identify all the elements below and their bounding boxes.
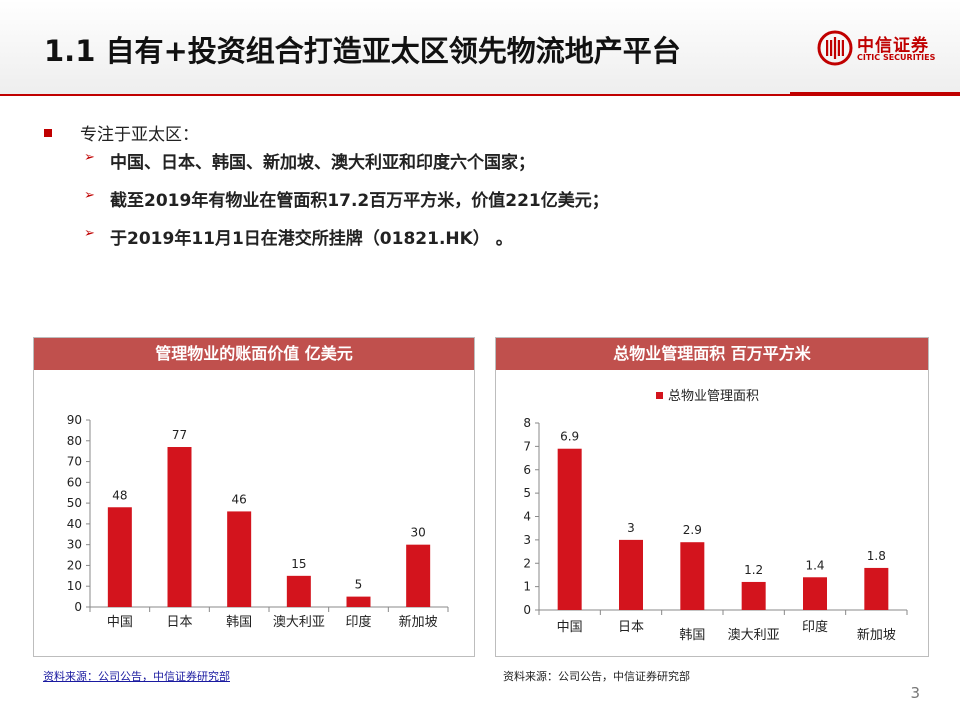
y-tick-label: 30 [67,538,82,552]
citic-logo: 中信证券 CITIC SECURITIES [817,28,942,68]
data-label: 2.9 [683,523,702,537]
arrow-bullet-icon: ➢ [84,188,95,203]
y-tick-label: 1 [523,580,531,594]
y-tick-label: 80 [67,434,82,448]
y-tick-label: 70 [67,455,82,469]
data-label: 1.4 [805,558,824,572]
y-tick-label: 4 [523,510,531,524]
data-label: 5 [355,578,363,592]
source-note: 资料来源：公司公告，中信证券研究部 [503,670,690,683]
header-bar: 1.1 自有+投资组合打造亚太区领先物流地产平台 中信证券 CITIC SECU… [0,0,960,96]
bullet-list: 专注于亚太区： ➢ 中国、日本、韩国、新加坡、澳大利亚和印度六个国家； ➢ 截至… [44,120,924,260]
bar [227,511,252,607]
x-tick-label: 中国 [107,615,133,630]
data-label: 15 [291,557,306,571]
book-value-chart-panel: 管理物业的账面价值 亿美元 0 10 20 30 40 50 60 70 80 90 48 中国 77 日… [33,337,475,657]
x-tick-label: 澳大利亚 [728,627,780,643]
y-tick-label: 8 [523,416,531,430]
x-tick-label: 日本 [166,615,192,630]
bar [557,448,582,610]
y-tick-label: 40 [67,517,82,531]
y-tick-label: 7 [523,439,531,453]
legend-label: 总物业管理面积 [668,389,759,404]
y-tick-label: 2 [523,556,531,570]
logo-text-en: CITIC SECURITIES [857,53,936,62]
y-tick-label: 6 [523,463,531,477]
data-label: 46 [232,492,247,506]
chart-title: 总物业管理面积 百万平方米 [496,338,928,370]
y-tick-label: 5 [523,486,531,500]
bar [346,596,371,607]
square-bullet-icon [44,129,52,137]
arrow-bullet-icon: ➢ [84,150,95,165]
y-tick-label: 10 [67,579,82,593]
data-label: 3 [627,521,635,535]
data-label: 1.2 [744,563,763,577]
legend-swatch [656,392,663,399]
bar [286,575,311,607]
x-tick-label: 新加坡 [399,614,438,630]
arrow-bullet-icon: ➢ [84,226,95,241]
bar [619,539,643,610]
y-tick-label: 20 [67,558,82,572]
bar [803,577,827,610]
x-tick-label: 日本 [618,620,644,635]
data-label: 48 [112,488,127,502]
source-note-link[interactable]: 资料来源：公司公告，中信证券研究部 [43,670,230,683]
book-value-bar-chart: 0 10 20 30 40 50 60 70 80 90 48 中国 77 日本 46 韩国 15 澳大利亚 5 印度… [67,413,449,630]
x-tick-label: 澳大利亚 [273,614,325,630]
chart-title: 管理物业的账面价值 亿美元 [34,338,474,370]
header-accent-line [790,92,960,96]
bullet-main: 专注于亚太区： [44,120,924,146]
bullet-sub: ➢ 于2019年11月1日在港交所挂牌（01821.HK） 。 [44,224,924,260]
managed-area-chart-panel: 总物业管理面积 百万平方米 0 1 2 3 4 5 6 7 8 6.9 中国 3 日本 2.9 韩国 1.2 澳… [495,337,929,657]
x-tick-label: 中国 [557,620,583,635]
y-tick-label: 0 [523,603,531,617]
bullet-sub-text: 于2019年11月1日在港交所挂牌（01821.HK） 。 [110,229,513,249]
data-label: 1.8 [867,549,886,563]
managed-area-bar-chart: 0 1 2 3 4 5 6 7 8 6.9 中国 3 日本 2.9 韩国 1.2 澳大利亚 1.4 印度 1.8 新加坡… [523,389,908,643]
bullet-sub: ➢ 中国、日本、韩国、新加坡、澳大利亚和印度六个国家； [44,148,924,184]
y-tick-label: 0 [74,600,82,614]
y-tick-label: 50 [67,496,82,510]
y-tick-label: 60 [67,475,82,489]
page-title: 1.1 自有+投资组合打造亚太区领先物流地产平台 [44,34,681,68]
x-tick-label: 新加坡 [857,627,896,643]
x-tick-label: 印度 [345,614,371,630]
y-tick-label: 90 [67,413,82,427]
bullet-sub-text: 截至2019年有物业在管面积17.2百万平方米，价值221亿美元； [110,191,609,211]
y-tick-label: 3 [523,533,531,547]
data-label: 77 [172,428,187,442]
bar [741,581,766,610]
x-tick-label: 印度 [802,619,828,635]
data-label: 30 [411,526,426,540]
bullet-main-text: 专注于亚太区： [80,125,199,145]
x-tick-label: 韩国 [226,615,252,630]
bullet-sub-text: 中国、日本、韩国、新加坡、澳大利亚和印度六个国家； [110,153,535,173]
data-label: 6.9 [560,430,579,444]
bullet-sub: ➢ 截至2019年有物业在管面积17.2百万平方米，价值221亿美元； [44,186,924,222]
logo-text-cn: 中信证券 [857,36,929,56]
bar [680,542,705,610]
bar [107,507,132,607]
page-number: 3 [910,684,920,702]
citic-logo-icon [817,30,853,66]
bar [406,544,431,607]
x-tick-label: 韩国 [679,628,705,643]
bar [864,567,889,610]
bar [167,447,192,607]
